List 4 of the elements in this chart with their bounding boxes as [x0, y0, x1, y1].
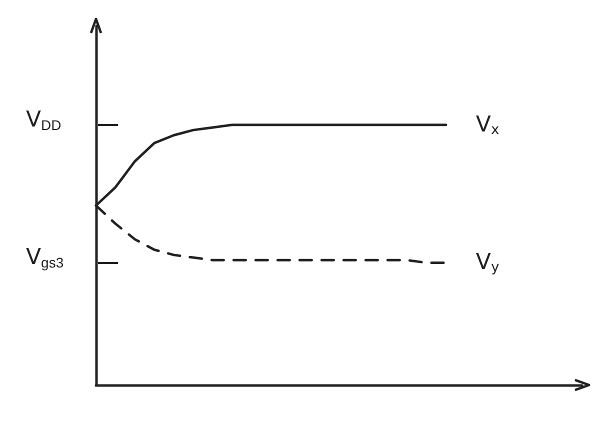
- text: VDD: [26, 107, 62, 133]
- text: Vgs3: [26, 245, 64, 271]
- series-label: Vx: [476, 112, 500, 138]
- series-label: Vy: [476, 250, 500, 276]
